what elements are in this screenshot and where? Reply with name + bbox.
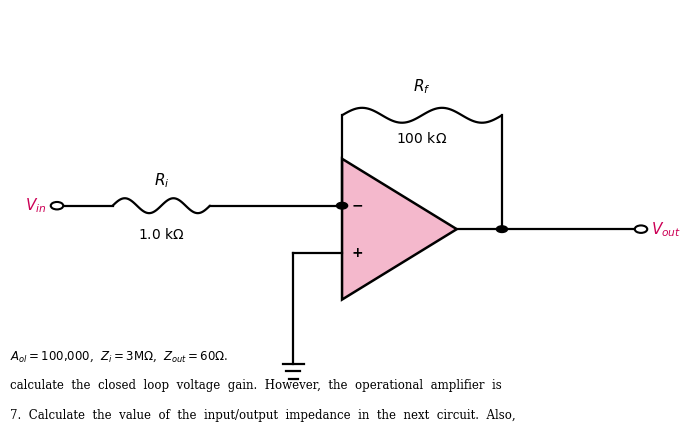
Circle shape [496, 226, 507, 232]
Circle shape [336, 202, 348, 209]
Text: −: − [352, 199, 363, 212]
Text: $R_i$: $R_i$ [154, 172, 169, 190]
Text: +: + [352, 246, 363, 260]
Text: $R_f$: $R_f$ [413, 77, 431, 96]
Text: calculate  the  closed  loop  voltage  gain.  However,  the  operational  amplif: calculate the closed loop voltage gain. … [10, 380, 501, 393]
Text: $A_{ol} = 100{,}000$,  $Z_i = 3\mathrm{M}\Omega$,  $Z_{out} = 60\Omega$.: $A_{ol} = 100{,}000$, $Z_i = 3\mathrm{M}… [10, 350, 228, 364]
Text: $V_{in}$: $V_{in}$ [25, 196, 47, 215]
Text: $V_{out}$: $V_{out}$ [651, 220, 682, 238]
Text: $100\ \mathrm{k\Omega}$: $100\ \mathrm{k\Omega}$ [396, 130, 447, 145]
Text: 7.  Calculate  the  value  of  the  input/output  impedance  in  the  next  circ: 7. Calculate the value of the input/outp… [10, 409, 515, 422]
Text: $1.0\ \mathrm{k\Omega}$: $1.0\ \mathrm{k\Omega}$ [138, 227, 185, 242]
Polygon shape [342, 159, 456, 300]
